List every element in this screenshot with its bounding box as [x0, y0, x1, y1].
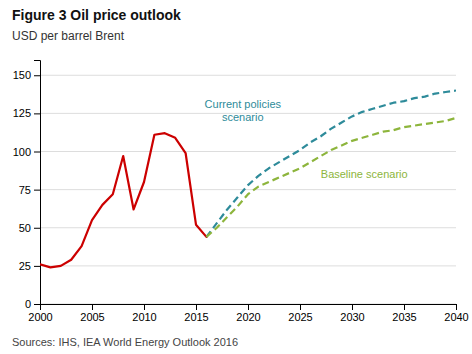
tick: 2035: [392, 304, 416, 323]
chart: Figure 3 Oil price outlook USD per barrel…: [0, 0, 472, 354]
tick-mark: [34, 304, 40, 305]
grid-line: [40, 189, 456, 190]
tick-label: 0: [25, 298, 31, 310]
tick-label: 2035: [392, 311, 416, 323]
tick-label: 25: [19, 260, 31, 272]
tick-label: 100: [13, 146, 31, 158]
tick: 125: [13, 107, 40, 119]
tick-label: 50: [19, 222, 31, 234]
tick-label: 2040: [444, 311, 468, 323]
tick: 2025: [288, 304, 312, 323]
tick-mark: [34, 113, 40, 114]
series-line: [206, 118, 456, 237]
tick-label: 2005: [80, 311, 104, 323]
tick: 100: [13, 146, 40, 158]
annotations: Current policiesscenario Baseline scenari…: [205, 98, 408, 180]
tick-label: 75: [19, 184, 31, 196]
series-line: [40, 133, 206, 267]
tick-mark: [352, 304, 353, 310]
tick: 2010: [132, 304, 156, 323]
tick-label: 125: [13, 107, 31, 119]
tick-mark: [404, 304, 405, 310]
axis-line: [41, 305, 457, 311]
tick-mark: [34, 152, 40, 153]
tick-label: 2025: [288, 311, 312, 323]
tick: 2005: [80, 304, 104, 323]
y-axis: 0 25 50 75 100 125 150: [13, 61, 41, 311]
tick-mark: [34, 75, 40, 76]
tick: 2000: [28, 304, 52, 323]
tick-label: 2020: [236, 311, 260, 323]
tick: 0: [25, 298, 40, 310]
grid: [40, 75, 456, 304]
tick-mark: [34, 190, 40, 191]
tick: 2040: [444, 304, 468, 323]
tick: 2015: [184, 304, 208, 323]
tick: 150: [13, 69, 40, 81]
source: Sources: IHS, IEA World Energy Outlook 2…: [12, 336, 238, 348]
annotation: Current policiesscenario: [205, 98, 282, 123]
axis-line: [34, 61, 41, 305]
tick-label: 2030: [340, 311, 364, 323]
tick: 75: [19, 184, 40, 196]
tick: 50: [19, 222, 40, 234]
tick-mark: [144, 304, 145, 310]
annotation: Baseline scenario: [321, 168, 408, 180]
tick-label: 2015: [184, 311, 208, 323]
x-axis: 2000 2005 2010 2015 2020 2025 2030 2035 2040: [28, 304, 468, 323]
grid-line: [40, 265, 456, 266]
plot: 2000 2005 2010 2015 2020 2025 2030 2035 2040 0 25 5…: [13, 61, 469, 323]
tick-mark: [196, 304, 197, 310]
tick-mark: [92, 304, 93, 310]
subtitle: USD per barrel Brent: [12, 29, 125, 43]
series-line: [206, 91, 456, 237]
lines: [40, 91, 456, 268]
tick-label: 150: [13, 69, 31, 81]
grid-line: [40, 227, 456, 228]
tick-mark: [456, 304, 457, 310]
tick: 2030: [340, 304, 364, 323]
title: Figure 3 Oil price outlook: [12, 7, 181, 23]
tick-mark: [248, 304, 249, 310]
grid-line: [40, 75, 456, 76]
tick: 2020: [236, 304, 260, 323]
tick-label: 2000: [28, 311, 52, 323]
tick-mark: [34, 228, 40, 229]
tick: 25: [19, 260, 40, 272]
tick-label: 2010: [132, 311, 156, 323]
tick-mark: [300, 304, 301, 310]
grid-line: [40, 151, 456, 152]
tick-mark: [34, 266, 40, 267]
